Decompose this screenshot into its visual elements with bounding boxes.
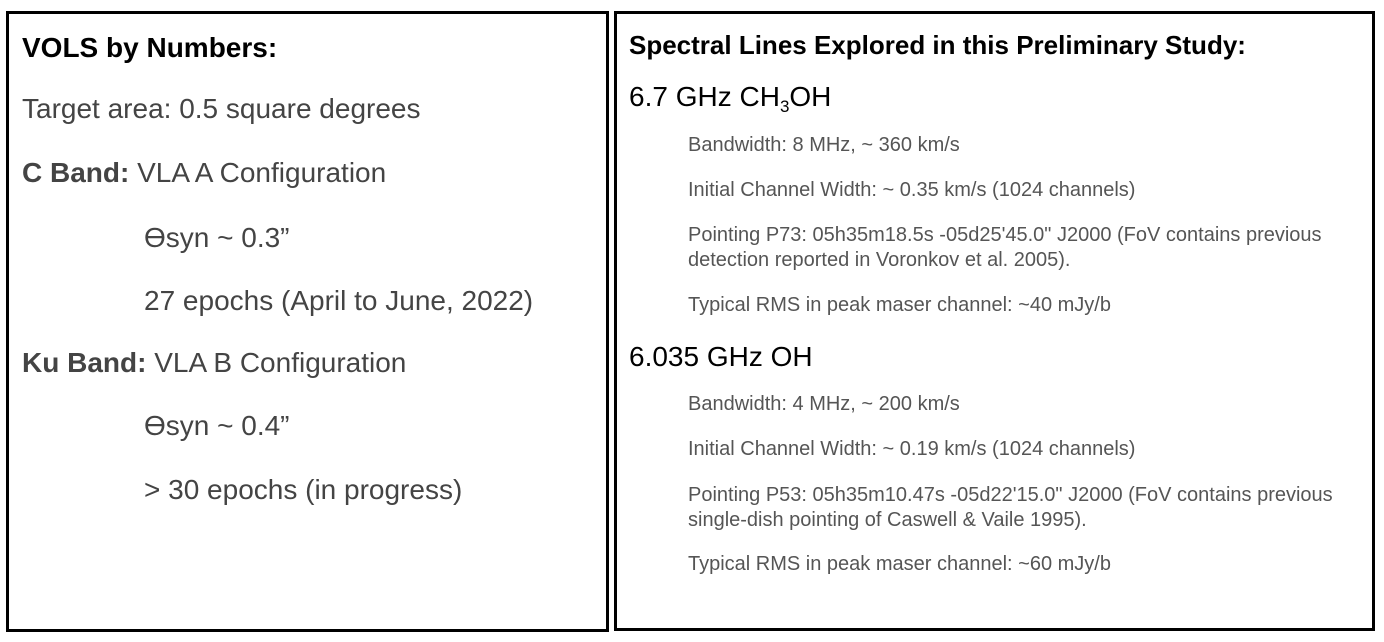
c-band-line: C Band: VLA A Configuration	[22, 157, 386, 189]
target-area-text: Target area: 0.5 square degrees	[22, 93, 421, 124]
methanol-bandwidth: Bandwidth: 8 MHz, ~ 360 km/s	[688, 134, 960, 156]
oh-line-title: 6.035 GHz OH	[629, 341, 813, 372]
c-band-config: VLA A Configuration	[129, 157, 387, 188]
ku-band-config: VLA B Configuration	[146, 347, 407, 378]
ku-band-line: Ku Band: VLA B Configuration	[22, 347, 406, 379]
methanol-pointing: Pointing P73: 05h35m18.5s -05d25'45.0" J…	[688, 224, 1322, 271]
ku-band-epochs: > 30 epochs (in progress)	[144, 474, 463, 505]
methanol-line-title: 6.7 GHz CH3OH	[629, 81, 832, 116]
vols-numbers-panel: VOLS by Numbers: Target area: 0.5 square…	[6, 11, 609, 632]
c-band-resolution: ϴsyn ~ 0.3”	[144, 222, 290, 253]
oh-channel-width: Initial Channel Width: ~ 0.19 km/s (1024…	[688, 438, 1136, 460]
ku-band-label: Ku Band:	[22, 347, 147, 378]
ku-band-resolution: ϴsyn ~ 0.4”	[144, 410, 290, 441]
c-band-epochs: 27 epochs (April to June, 2022)	[144, 285, 534, 316]
oh-bandwidth: Bandwidth: 4 MHz, ~ 200 km/s	[688, 393, 960, 415]
oh-pointing: Pointing P53: 05h35m10.47s -05d22'15.0" …	[688, 484, 1333, 531]
oh-rms: Typical RMS in peak maser channel: ~60 m…	[688, 553, 1111, 575]
methanol-channel-width: Initial Channel Width: ~ 0.35 km/s (1024…	[688, 179, 1136, 201]
panel-heading: VOLS by Numbers:	[22, 32, 278, 63]
spectral-lines-panel: Spectral Lines Explored in this Prelimin…	[614, 11, 1375, 631]
methanol-rms: Typical RMS in peak maser channel: ~40 m…	[688, 294, 1111, 316]
panel-heading: Spectral Lines Explored in this Prelimin…	[629, 30, 1246, 60]
c-band-label: C Band:	[22, 157, 130, 188]
